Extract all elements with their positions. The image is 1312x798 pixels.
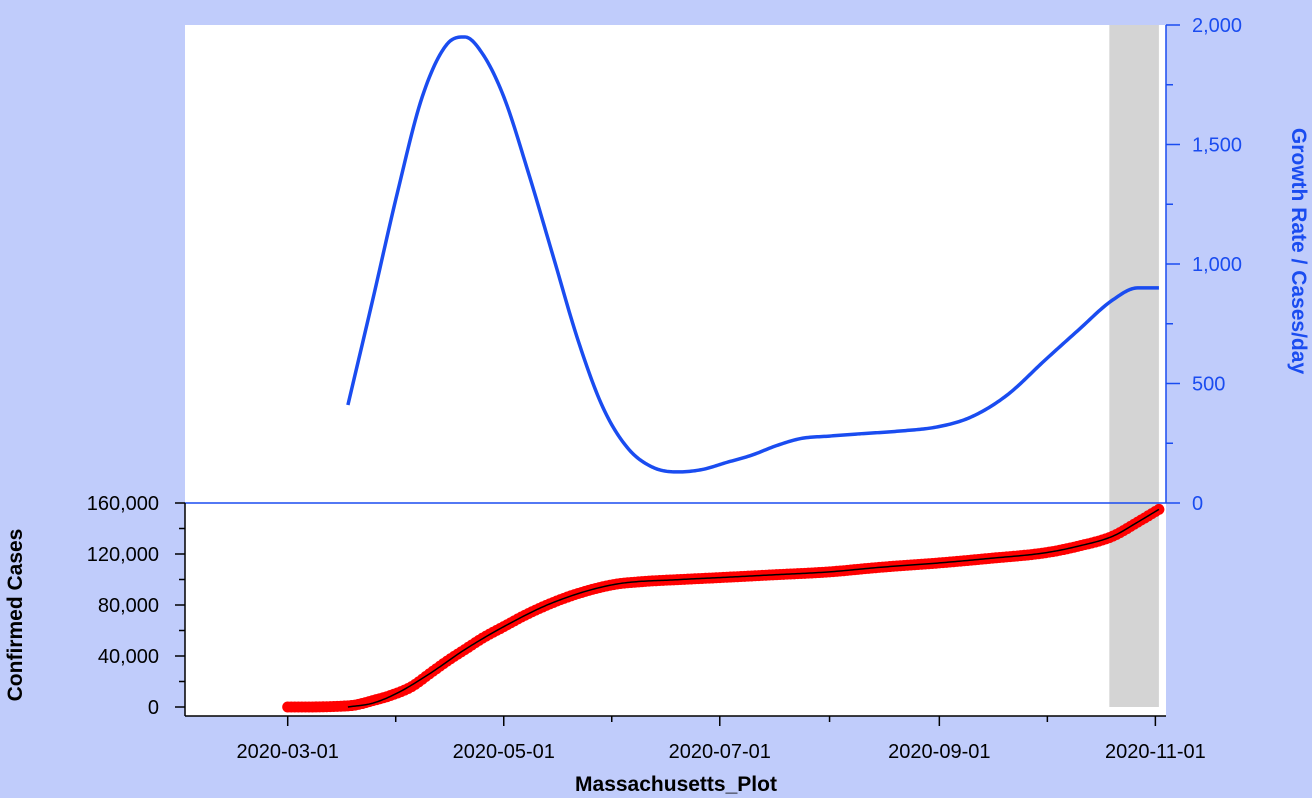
confirmed-fit-line	[347, 508, 1160, 708]
left-axis-title: Confirmed Cases	[4, 529, 27, 702]
fit-line-layer	[347, 508, 1160, 708]
left-tick-label: 0	[148, 697, 159, 719]
plot-area	[185, 25, 1166, 716]
right-tick-label: 0	[1192, 493, 1203, 515]
x-tick-label: 2020-05-01	[453, 741, 555, 763]
right-tick-label: 1,500	[1192, 135, 1242, 157]
highlight-region	[1109, 25, 1159, 707]
left-tick-label: 160,000	[87, 493, 159, 515]
right-tick-label: 1,000	[1192, 254, 1242, 276]
x-tick-label: 2020-11-01	[1105, 741, 1206, 763]
left-tick-label: 40,000	[98, 646, 159, 668]
x-tick-label: 2020-09-01	[888, 741, 990, 763]
x-tick-label: 2020-07-01	[669, 741, 771, 763]
right-axis-title: Growth Rate / Cases/day	[1287, 128, 1310, 375]
left-tick-label: 80,000	[98, 595, 159, 617]
right-tick-label: 2,000	[1192, 15, 1242, 37]
right-axis-ticks: 0 500 1,000 1,500 2,000	[1166, 15, 1242, 515]
x-axis-ticks: 2020-03-01 2020-05-01 2020-07-01 2020-09-01…	[237, 716, 1206, 763]
x-axis-title: Massachusetts_Plot	[575, 773, 777, 796]
left-axis-ticks: 0 40,000 80,000 120,000 160,000	[87, 493, 185, 719]
x-tick-label: 2020-03-01	[237, 741, 339, 763]
growth-rate-layer	[346, 35, 1159, 474]
growth-rate-line	[346, 35, 1159, 474]
left-tick-label: 120,000	[87, 544, 159, 566]
right-tick-label: 500	[1192, 374, 1225, 396]
